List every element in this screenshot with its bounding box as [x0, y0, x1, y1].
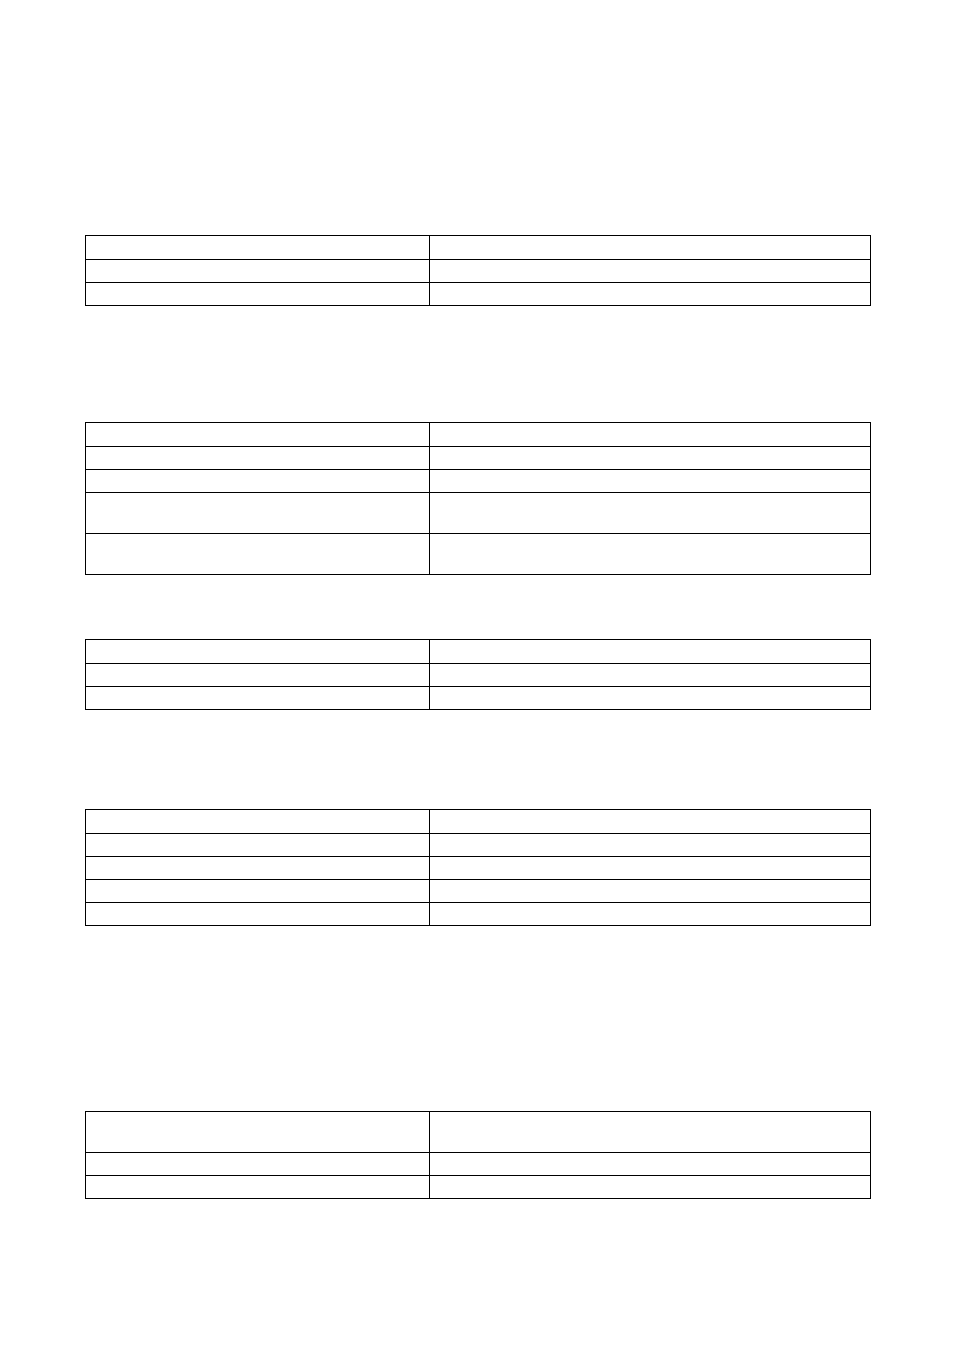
spacer — [85, 0, 869, 235]
document-page — [0, 0, 954, 1350]
table-row — [86, 880, 871, 903]
table-row — [86, 857, 871, 880]
form-table-1 — [85, 235, 871, 306]
table-cell — [86, 260, 430, 283]
table-cell — [430, 834, 871, 857]
table-row — [86, 1153, 871, 1176]
table-row — [86, 810, 871, 834]
spacer — [85, 575, 869, 639]
table-row — [86, 260, 871, 283]
table-cell — [86, 834, 430, 857]
table-row — [86, 664, 871, 687]
spacer — [85, 926, 869, 1111]
table-row — [86, 903, 871, 926]
table-row — [86, 470, 871, 493]
table-cell — [86, 447, 430, 470]
table-cell — [86, 493, 430, 534]
table-cell — [86, 857, 430, 880]
form-table-2 — [85, 422, 871, 575]
table-cell — [86, 534, 430, 575]
table-row — [86, 236, 871, 260]
spacer — [85, 710, 869, 809]
table-cell — [430, 260, 871, 283]
table-cell — [430, 810, 871, 834]
table-cell — [430, 470, 871, 493]
form-table-5 — [85, 1111, 871, 1199]
table-cell — [86, 903, 430, 926]
table-cell — [430, 664, 871, 687]
table-row — [86, 1176, 871, 1199]
table-cell — [430, 903, 871, 926]
table-cell — [430, 236, 871, 260]
table-row — [86, 283, 871, 306]
table-cell — [86, 664, 430, 687]
table-cell — [86, 1112, 430, 1153]
table-cell — [86, 283, 430, 306]
table-cell — [86, 640, 430, 664]
table-cell — [430, 283, 871, 306]
form-table-4 — [85, 809, 871, 926]
table-row — [86, 834, 871, 857]
form-table-3 — [85, 639, 871, 710]
table-cell — [86, 810, 430, 834]
table-cell — [86, 423, 430, 447]
table-cell — [430, 640, 871, 664]
table-row — [86, 687, 871, 710]
table-cell — [430, 857, 871, 880]
table-cell — [430, 1153, 871, 1176]
table-row — [86, 1112, 871, 1153]
table-cell — [86, 687, 430, 710]
table-cell — [430, 534, 871, 575]
table-cell — [430, 493, 871, 534]
table-cell — [430, 447, 871, 470]
table-row — [86, 423, 871, 447]
table-row — [86, 640, 871, 664]
table-cell — [430, 1176, 871, 1199]
table-cell — [86, 880, 430, 903]
table-cell — [430, 1112, 871, 1153]
table-cell — [86, 1176, 430, 1199]
table-row — [86, 447, 871, 470]
table-cell — [86, 1153, 430, 1176]
table-cell — [430, 687, 871, 710]
table-row — [86, 534, 871, 575]
table-row — [86, 493, 871, 534]
table-cell — [86, 236, 430, 260]
spacer — [85, 306, 869, 422]
table-cell — [86, 470, 430, 493]
table-cell — [430, 423, 871, 447]
table-cell — [430, 880, 871, 903]
